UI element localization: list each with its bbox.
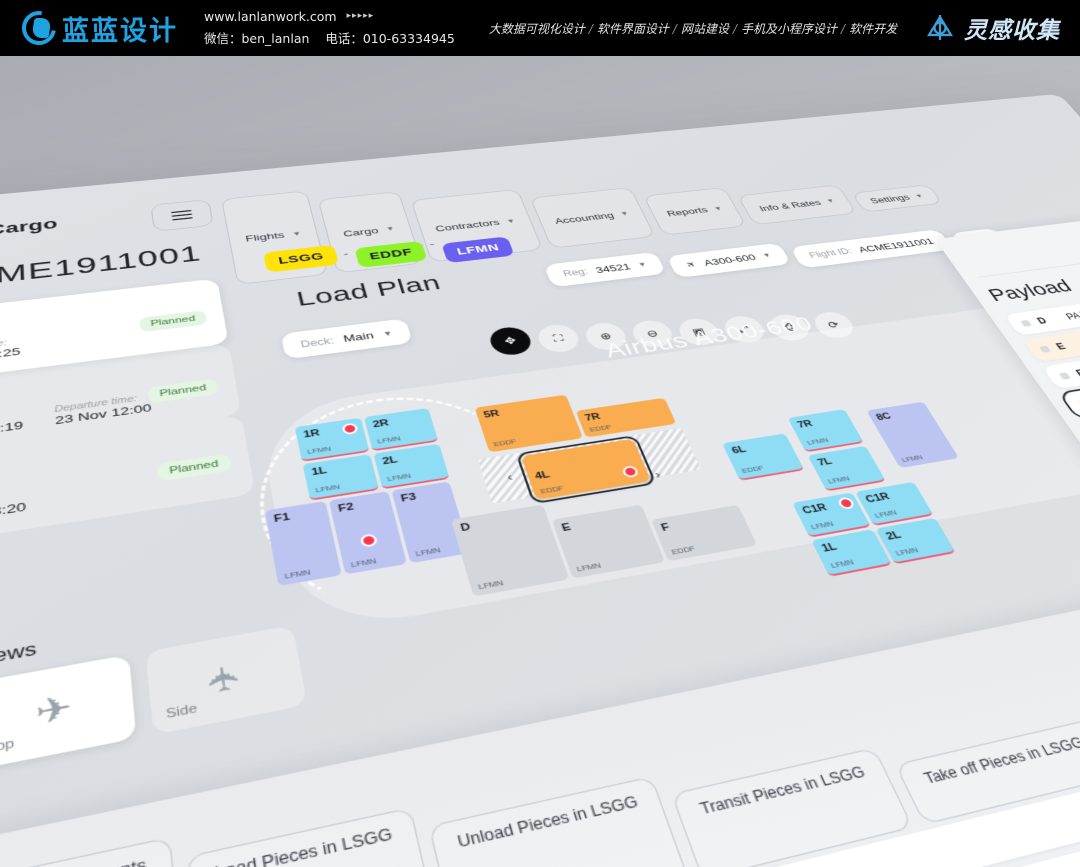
leg-time-value: 23 Nov 10:19 [0,418,24,445]
leg-time: Arrival time:23 Nov 10:19 [0,410,23,445]
nav-item-label: Reports [665,205,710,219]
selector-label: Flight ID: [807,246,855,260]
selector-value: A300-600 [701,252,758,268]
leg-time: Departure time: 23 Nov 12:00 [54,393,152,427]
banner-phone: 电话：010-63334945 [325,31,455,46]
service-item: 软件界面设计 [596,21,669,36]
leg-time-value: 22 Nov 13:25 [0,345,21,369]
leg-time: Arrival time:23 Nov 13:20 [0,490,26,530]
service-item: 软件开发 [849,21,898,36]
app-brand: ✈ Cargo [0,215,58,241]
service-item: 手机及小程序设计 [741,21,838,36]
cell-flight-no [905,823,1051,860]
view-option-side[interactable]: ✈ Side [145,625,308,735]
payload-position: D [1034,315,1050,326]
menu-button[interactable] [150,199,214,232]
flight-legs-list: LSGGPlannedDeparture time:22 Nov 13:25ED… [0,278,256,550]
promo-banner: 蓝蓝设计 www.lanlanwork.com ▸▸▸▸▸ 微信：ben_lan… [0,0,1080,56]
service-item: 网站建设 [680,21,729,36]
aircraft-loadplan-diagram: Airbus A300-600 1R LFMN 2R LFMN 1L LFMN 2L L… [243,291,1080,666]
inspiration-brand: 灵感收集 [925,11,1060,45]
inspiration-brand-text: 灵感收集 [964,17,1060,44]
chevron-down-icon: ▼ [505,217,517,225]
banner-website: www.lanlanwork.com [204,9,337,25]
leg-time: Departure time:22 Nov 13:25 [0,337,21,369]
chevron-down-icon: ▼ [824,197,836,204]
banner-wechat: 微信：ben_lanlan [204,31,310,46]
arrow-decor-icon: ▸▸▸▸▸ [346,11,375,22]
route-tag-LSGG[interactable]: LSGG [263,244,340,273]
chevron-down-icon: ▼ [291,229,302,237]
banner-contact: www.lanlanwork.com ▸▸▸▸▸ 微信：ben_lanlan 电… [204,6,455,50]
service-item: 大数据可视化设计 [488,21,585,36]
banner-services: 大数据可视化设计 / 软件界面设计 / 网站建设 / 手机及小程序设计 / 软件开发 [489,20,897,37]
lanlan-logo-icon [15,4,63,52]
nav-item-label: Accounting [552,210,616,226]
payload-color-dot [1038,345,1051,353]
inspiration-logo-icon [925,13,955,43]
service-separator: / [588,21,593,36]
deck-value: Main [342,329,375,345]
view-option-label: Side [165,701,199,722]
alert-badge [341,422,359,436]
route-tag-EDDF[interactable]: EDDF [354,240,428,268]
plane-icon: ✈ [683,259,700,270]
selector-value: ACME1911001 [856,236,936,255]
payload-color-dot [1058,371,1071,380]
payload-position: F [1073,367,1080,379]
route-tag-LFMN[interactable]: LFMN [441,236,515,264]
chevron-down-icon: ▼ [381,329,394,338]
deck-label: Deck: [299,335,336,350]
alert-badge [359,533,379,548]
chevron-down-icon: ▼ [913,192,925,199]
cargo-app-window: ✈ Cargo Flights▼Cargo▼Contractors▼Accoun… [0,93,1080,867]
view-option-top[interactable]: ✈ Top [0,654,137,771]
view-option-label: Top [0,736,15,757]
lanlan-brand-text: 蓝蓝设计 [62,15,178,47]
alert-badge [836,496,856,510]
zfw-value: 216 9 [965,230,1080,269]
payload-position: E [1053,341,1068,352]
service-separator: / [732,21,738,36]
service-separator: / [841,21,846,36]
plane-top-icon: ✈ [34,688,73,734]
deck-selector[interactable]: Deck: Main ▼ [280,318,413,360]
route-separator: - [427,238,436,250]
position-F1[interactable]: F1 LFMN [264,501,342,586]
plane-side-icon: ✈ [201,660,251,697]
nav-item-label: Info & Rates [757,197,823,213]
chevron-down-icon: ▼ [619,210,630,217]
service-separator: / [672,21,677,36]
selector-value: 34521 [593,261,633,275]
payload-color-dot [1019,319,1032,327]
alert-badge [621,465,640,479]
views-section: Views ✈ Top ✈ Side [0,595,308,771]
app-brand-label: Cargo [0,215,59,239]
route-separator: - [342,248,350,259]
pan-icon[interactable]: ✥ [486,324,535,357]
nav-item-label: Settings [868,192,912,206]
selector-label: Reg: [561,266,590,279]
chevron-down-icon: ▼ [712,204,724,212]
bottom-tab-cargo-shipments[interactable]: Cargo shipments [0,836,188,867]
leg-time-value: 23 Nov 13:20 [0,499,27,530]
perspective-stage: ✈ Cargo Flights▼Cargo▼Contractors▼Accoun… [0,56,1080,867]
chevron-down-icon: ▼ [761,251,773,259]
chevron-down-icon: ▼ [636,260,648,269]
